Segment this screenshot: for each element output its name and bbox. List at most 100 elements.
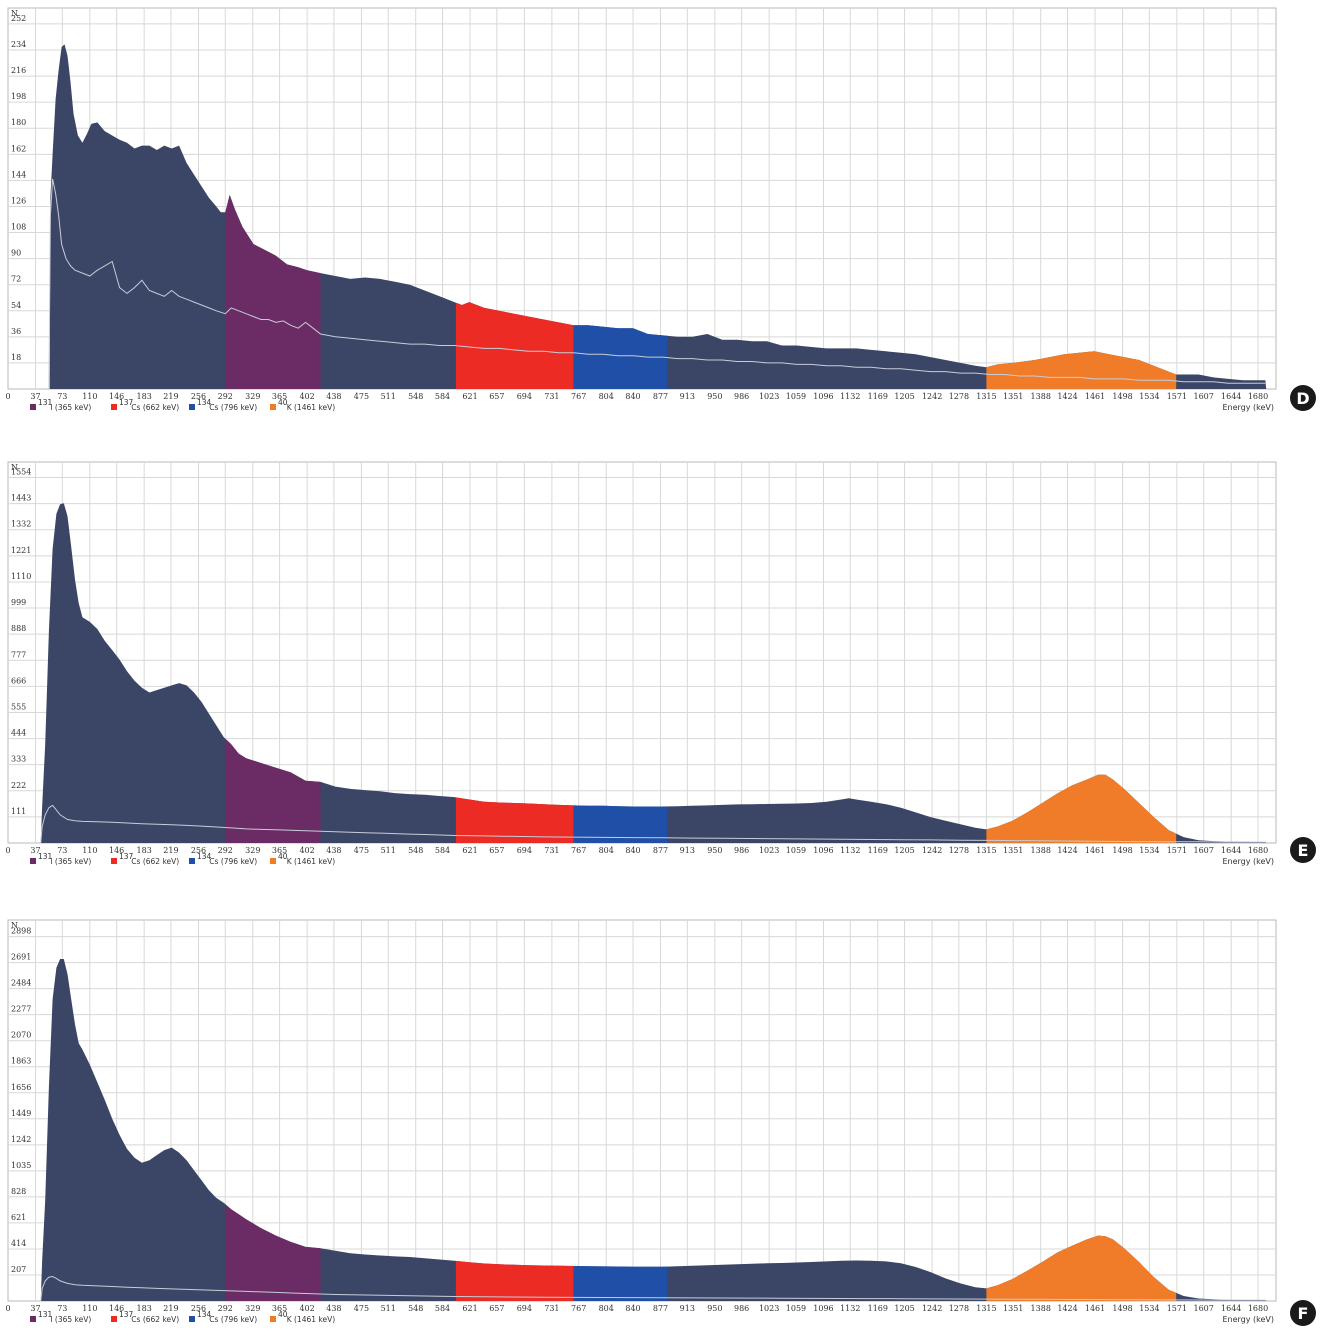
legend-label: Cs (796 keV) — [209, 403, 257, 412]
x-tick-label: 986 — [734, 846, 749, 855]
legend-mass-number: 137 — [119, 398, 134, 407]
x-tick-label: 1534 — [1139, 392, 1159, 401]
x-tick-label: 731 — [544, 846, 559, 855]
y-tick-label: 333 — [11, 755, 26, 764]
x-tick-label: 1571 — [1167, 846, 1187, 855]
x-tick-label: 950 — [707, 392, 722, 401]
y-tick-label: 1656 — [11, 1083, 31, 1092]
y-tick-label: 2070 — [11, 1031, 31, 1040]
y-tick-label: 252 — [11, 14, 26, 23]
x-tick-label: 1461 — [1085, 846, 1105, 855]
spectrum-chart-e: 111 222 333 444 555 666 777 888 999 1110 1221 1332 1… — [5, 461, 1277, 866]
y-tick-label: 180 — [11, 118, 26, 127]
x-tick-label: 1023 — [759, 1304, 779, 1313]
x-tick-label: 37 — [30, 846, 40, 855]
x-tick-label: 1424 — [1057, 392, 1077, 401]
y-tick-label: 216 — [11, 66, 26, 75]
x-tick-label: 1242 — [922, 846, 942, 855]
panel-label-e: E — [1290, 837, 1316, 863]
x-tick-label: 1498 — [1112, 846, 1132, 855]
x-tick-label: 511 — [381, 392, 396, 401]
legend-mass-number: 131 — [38, 398, 53, 407]
x-tick-label: 511 — [381, 1304, 396, 1313]
x-tick-label: 329 — [245, 392, 260, 401]
x-tick-label: 767 — [571, 1304, 586, 1313]
x-tick-label: 402 — [299, 846, 314, 855]
x-tick-label: 475 — [354, 392, 369, 401]
legend-label: Cs (796 keV) — [209, 1315, 257, 1324]
x-tick-label: 584 — [435, 1304, 450, 1313]
x-tick-label: 438 — [326, 846, 341, 855]
y-tick-label: 108 — [11, 223, 26, 232]
x-tick-label: 1644 — [1221, 846, 1241, 855]
y-tick-label: 888 — [11, 624, 26, 633]
y-tick-label: 828 — [11, 1187, 26, 1196]
x-tick-label: 913 — [680, 1304, 695, 1313]
x-tick-label: 1461 — [1085, 392, 1105, 401]
x-tick-label: 986 — [734, 1304, 749, 1313]
legend-mass-number: 137 — [119, 852, 134, 861]
legend-mass-number: 134 — [197, 852, 212, 861]
x-tick-label: 657 — [489, 392, 504, 401]
region-cs137 — [455, 1260, 574, 1301]
legend-label: Cs (662 keV) — [131, 403, 179, 412]
x-tick-label: 511 — [381, 846, 396, 855]
x-tick-label: 402 — [299, 1304, 314, 1313]
y-axis-label: N — [11, 9, 18, 18]
legend-mass-number: 134 — [197, 1310, 212, 1319]
x-tick-label: 621 — [462, 1304, 477, 1313]
x-tick-label: 1351 — [1003, 846, 1023, 855]
x-tick-label: 1424 — [1057, 1304, 1077, 1313]
panel-label-f: F — [1290, 1300, 1316, 1326]
x-tick-label: 950 — [707, 1304, 722, 1313]
x-tick-label: 877 — [653, 392, 668, 401]
x-tick-label: 804 — [599, 392, 614, 401]
y-tick-label: 1449 — [11, 1109, 31, 1118]
x-tick-label: 37 — [30, 392, 40, 401]
background-spectrum-line — [48, 178, 1266, 390]
x-tick-label: 657 — [489, 1304, 504, 1313]
legend-label: K (1461 keV) — [287, 403, 336, 412]
x-tick-label: 1205 — [894, 1304, 914, 1313]
legend-swatch — [189, 404, 195, 410]
x-tick-label: 877 — [653, 846, 668, 855]
x-tick-label: 1169 — [868, 1304, 888, 1313]
x-tick-label: 1242 — [922, 1304, 942, 1313]
y-tick-label: 90 — [11, 249, 21, 258]
y-tick-label: 18 — [11, 353, 21, 362]
legend-mass-number: 40 — [278, 852, 288, 861]
y-tick-label: 234 — [11, 40, 26, 49]
x-tick-label: 1607 — [1194, 846, 1214, 855]
region-cs134 — [573, 325, 668, 389]
x-tick-label: 292 — [218, 846, 233, 855]
y-tick-label: 1332 — [11, 520, 31, 529]
x-tick-label: 840 — [625, 846, 640, 855]
legend-mass-number: 137 — [119, 1310, 134, 1319]
legend-entry: 40K (1461 keV) — [270, 852, 335, 866]
x-tick-label: 1059 — [786, 846, 806, 855]
x-tick-label: 1571 — [1167, 392, 1187, 401]
legend-swatch — [111, 1316, 117, 1322]
y-tick-label: 2898 — [11, 927, 31, 936]
legend-swatch — [189, 858, 195, 864]
x-tick-label: 1169 — [868, 392, 888, 401]
y-tick-label: 1110 — [11, 572, 31, 581]
legend-entry: 40K (1461 keV) — [270, 398, 335, 412]
region-k40 — [986, 774, 1177, 843]
x-tick-label: 1132 — [840, 846, 860, 855]
x-tick-label: 767 — [571, 392, 586, 401]
x-tick-label: 1424 — [1057, 846, 1077, 855]
x-tick-label: 804 — [599, 846, 614, 855]
x-tick-label: 1644 — [1221, 1304, 1241, 1313]
x-tick-label: 365 — [272, 1304, 287, 1313]
x-tick-label: 1096 — [813, 846, 833, 855]
y-tick-label: 54 — [11, 301, 21, 310]
y-tick-label: 1443 — [11, 494, 31, 503]
x-tick-label: 438 — [326, 1304, 341, 1313]
x-tick-label: 1023 — [759, 392, 779, 401]
x-tick-label: 292 — [218, 392, 233, 401]
legend-swatch — [111, 404, 117, 410]
y-tick-label: 1863 — [11, 1057, 31, 1066]
